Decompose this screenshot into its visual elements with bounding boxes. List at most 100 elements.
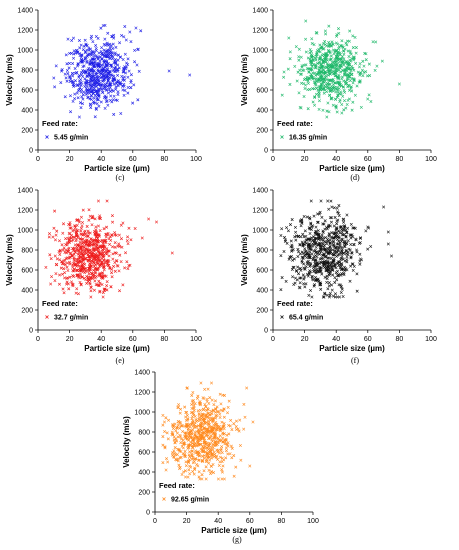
- y-tick-label: 1000: [17, 48, 33, 55]
- data-point: [63, 271, 67, 275]
- data-point: [320, 215, 324, 219]
- data-point: [94, 283, 98, 287]
- data-point: [358, 73, 362, 77]
- data-point: [305, 78, 309, 82]
- data-point: [111, 220, 115, 224]
- y-tick-label: 600: [256, 88, 268, 95]
- data-point: [209, 472, 213, 476]
- y-tick-label: 0: [29, 148, 33, 155]
- data-point: [337, 283, 341, 287]
- data-point: [100, 83, 104, 87]
- y-tick-label: 400: [256, 108, 268, 115]
- data-point: [348, 67, 352, 71]
- data-point: [318, 210, 322, 214]
- data-point: [210, 437, 214, 441]
- data-point: [98, 263, 102, 267]
- data-point: [324, 259, 328, 263]
- data-point: [350, 251, 354, 255]
- data-point: [181, 438, 185, 442]
- data-point: [232, 454, 236, 458]
- data-point: [342, 52, 346, 56]
- y-tick-label: 800: [21, 68, 33, 75]
- data-point: [297, 55, 301, 59]
- data-point: [331, 236, 335, 240]
- data-point: [192, 423, 196, 427]
- data-point: [319, 45, 323, 49]
- data-point: [312, 43, 316, 47]
- data-point: [221, 440, 225, 444]
- data-point: [310, 252, 314, 256]
- data-point: [232, 422, 236, 426]
- data-point: [116, 92, 120, 96]
- data-point: [339, 225, 343, 229]
- data-point: [79, 268, 83, 272]
- data-point: [94, 252, 98, 256]
- data-point: [238, 443, 242, 447]
- data-point: [82, 231, 87, 235]
- x-axis-title: Particle size (µm): [319, 344, 385, 353]
- data-point: [99, 100, 103, 104]
- data-point: [79, 272, 83, 276]
- data-point: [210, 398, 214, 402]
- data-point: [364, 58, 368, 62]
- data-point: [71, 247, 75, 251]
- data-point: [197, 431, 201, 435]
- data-point: [76, 96, 80, 100]
- data-point: [333, 215, 337, 219]
- data-point: [199, 442, 203, 446]
- data-point: [242, 402, 246, 406]
- data-point: [89, 264, 93, 268]
- data-point: [344, 82, 348, 86]
- data-point: [112, 36, 116, 40]
- data-point: [108, 267, 112, 271]
- x-tick-label: 40: [214, 518, 222, 525]
- data-point: [125, 260, 129, 264]
- data-point: [327, 207, 331, 211]
- data-point: [187, 458, 191, 462]
- data-point: [298, 286, 302, 290]
- data-point: [64, 242, 68, 247]
- data-point: [229, 418, 233, 422]
- data-point: [185, 424, 189, 428]
- data-point: [191, 469, 195, 473]
- data-point: [190, 403, 194, 407]
- data-point: [123, 88, 127, 92]
- data-point: [216, 448, 220, 452]
- data-point: [317, 71, 321, 75]
- data-point: [236, 427, 240, 431]
- data-point: [82, 276, 86, 280]
- data-point: [71, 99, 75, 103]
- data-point: [232, 474, 236, 478]
- data-point: [68, 232, 72, 236]
- data-point: [229, 444, 233, 448]
- data-point: [335, 269, 340, 273]
- data-point: [76, 243, 80, 247]
- data-point: [332, 224, 336, 228]
- data-point: [347, 97, 351, 101]
- data-point: [181, 429, 185, 434]
- data-point: [309, 221, 313, 225]
- data-point: [101, 248, 105, 252]
- data-point: [161, 423, 165, 427]
- data-point: [84, 43, 88, 47]
- x-axis-title: Particle size (µm): [201, 526, 267, 535]
- data-point: [316, 80, 320, 84]
- data-point: [52, 76, 56, 80]
- data-point: [87, 208, 91, 212]
- data-point: [202, 417, 206, 421]
- data-point: [126, 91, 130, 95]
- data-point: [355, 250, 359, 254]
- data-point: [59, 266, 63, 270]
- data-point: [327, 232, 331, 236]
- data-point: [319, 84, 323, 88]
- data-point: [222, 427, 226, 431]
- data-point: [314, 245, 318, 249]
- data-point: [121, 88, 125, 92]
- data-point: [104, 88, 108, 92]
- data-point: [179, 421, 183, 425]
- data-point: [108, 57, 112, 61]
- data-point: [335, 278, 339, 282]
- data-point: [329, 86, 333, 90]
- data-point: [67, 246, 71, 250]
